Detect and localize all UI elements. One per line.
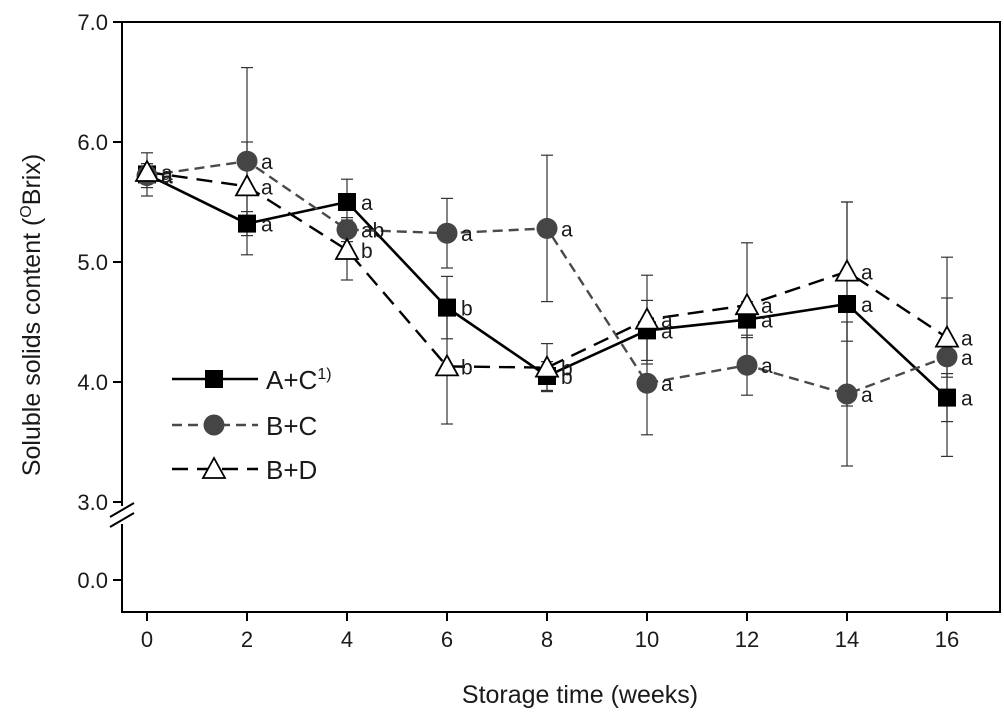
significance-letter: a <box>961 347 973 370</box>
data-point <box>234 173 260 197</box>
y-axis-title-main: Soluble solids content ( <box>18 217 46 476</box>
x-tick-label: 4 <box>341 627 353 652</box>
data-point <box>436 222 458 244</box>
legend-label: B+C <box>266 411 317 441</box>
legend: A+C1) B+C B+D <box>172 365 332 485</box>
legend-label: B+D <box>266 455 317 485</box>
data-point <box>434 353 460 377</box>
legend-footnote-marker: 1) <box>317 366 331 383</box>
data-point <box>438 298 456 317</box>
significance-letter: a <box>261 176 273 199</box>
legend-label-text: A+C <box>266 365 317 395</box>
data-point <box>734 292 760 316</box>
x-tick-label: 14 <box>835 627 859 652</box>
significance-letter: a <box>761 310 773 333</box>
x-tick-label: 2 <box>241 627 253 652</box>
x-tick-label: 8 <box>541 627 553 652</box>
significance-letter: b <box>461 356 473 379</box>
legend-marker <box>205 370 223 388</box>
data-point <box>934 324 960 348</box>
x-tick-label: 12 <box>735 627 759 652</box>
data-point <box>938 388 956 407</box>
legend-marker <box>203 414 225 436</box>
y-axis-title-superscript: O <box>18 205 35 217</box>
significance-letter: a <box>161 164 173 187</box>
y-axis-title-tail: Brix) <box>18 154 46 205</box>
significance-letter: b <box>561 366 573 389</box>
data-point <box>636 372 658 394</box>
significance-letter: a <box>361 192 373 215</box>
significance-letter: a <box>461 223 473 246</box>
x-tick-label: 0 <box>141 627 153 652</box>
data-point <box>534 354 560 378</box>
data-point <box>536 217 558 239</box>
legend-label-text: B+C <box>266 411 317 441</box>
plot-frame <box>121 21 1001 613</box>
significance-letter: a <box>161 162 173 185</box>
data-point <box>134 159 160 182</box>
data-point <box>736 354 758 376</box>
significance-letter: a <box>761 355 773 378</box>
significance-letter: b <box>361 240 373 263</box>
y-tick-label: 6.0 <box>77 130 108 155</box>
significance-letter: a <box>961 328 973 351</box>
y-axis-break <box>109 502 135 528</box>
significance-letter: ab <box>361 220 384 243</box>
data-point <box>838 295 856 313</box>
x-axis-title: Storage time (weeks) <box>462 681 698 709</box>
significance-letter: a <box>861 262 873 285</box>
significance-letter: a <box>261 214 273 237</box>
data-point <box>634 306 660 330</box>
significance-letter: a <box>661 320 673 343</box>
data-point <box>338 193 356 211</box>
y-tick-label: 4.0 <box>77 370 108 395</box>
y-tick-label: 3.0 <box>77 490 108 515</box>
significance-letter: a <box>761 295 773 318</box>
significance-letter: a <box>561 218 573 241</box>
significance-letter: a <box>161 166 173 189</box>
data-point <box>936 346 958 368</box>
significance-letter: a <box>661 373 673 396</box>
series-line-b-d <box>146 170 948 369</box>
data-point <box>236 150 258 172</box>
y-tick-label: 5.0 <box>77 250 108 275</box>
legend-label-text: B+D <box>266 455 317 485</box>
x-tick-label: 6 <box>441 627 453 652</box>
significance-letter: a <box>661 310 673 333</box>
significance-letter: a <box>261 151 273 174</box>
x-tick-label: 10 <box>635 627 659 652</box>
data-point <box>834 258 860 282</box>
legend-marker <box>201 456 227 479</box>
data-point <box>334 237 360 260</box>
significance-letter: b <box>461 298 473 321</box>
legend-label: A+C1) <box>266 365 332 395</box>
y-axis-title: Soluble solids content (OBrix) <box>18 154 46 476</box>
x-tick-label: 16 <box>935 627 959 652</box>
data-point <box>836 383 858 405</box>
y-tick-label: 7.0 <box>77 10 108 35</box>
data-point <box>238 214 256 233</box>
y-tick-label: 0.0 <box>77 568 108 593</box>
significance-letter: a <box>861 384 873 407</box>
significance-letter: b <box>561 358 573 381</box>
significance-letter: a <box>861 294 873 317</box>
data-point <box>336 219 358 241</box>
significance-letter: a <box>961 388 973 411</box>
